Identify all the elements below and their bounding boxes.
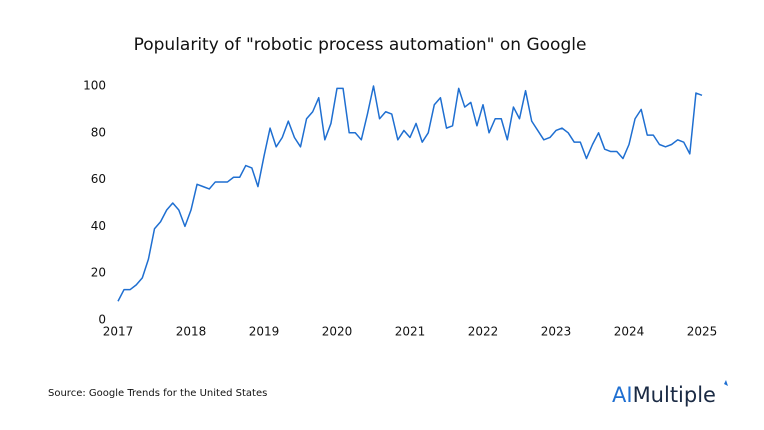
y-tick-label: 80 — [91, 125, 106, 139]
x-tick-label: 2022 — [468, 325, 499, 339]
x-tick-label: 2021 — [395, 325, 426, 339]
x-tick-label: 2024 — [614, 325, 645, 339]
logo-spark — [724, 380, 728, 386]
source-note: Source: Google Trends for the United Sta… — [48, 388, 267, 399]
logo-multiple: Multiple — [633, 383, 716, 407]
logo-ai: AI — [612, 383, 633, 407]
x-tick-label: 2020 — [322, 325, 353, 339]
x-tick-label: 2018 — [176, 325, 207, 339]
x-tick-label: 2025 — [687, 325, 718, 339]
x-tick-label: 2023 — [541, 325, 572, 339]
data-line — [117, 85, 703, 302]
x-tick-label: 2019 — [249, 325, 280, 339]
y-tick-label: 0 — [98, 313, 106, 327]
y-tick-label: 100 — [83, 79, 106, 93]
y-tick-label: 60 — [91, 172, 106, 186]
x-tick-label: 2017 — [103, 325, 134, 339]
y-tick-label: 20 — [91, 266, 106, 280]
chart-title: Popularity of "robotic process automatio… — [134, 35, 587, 55]
y-tick-label: 40 — [91, 219, 106, 233]
logo: AIMultiple — [612, 383, 716, 407]
